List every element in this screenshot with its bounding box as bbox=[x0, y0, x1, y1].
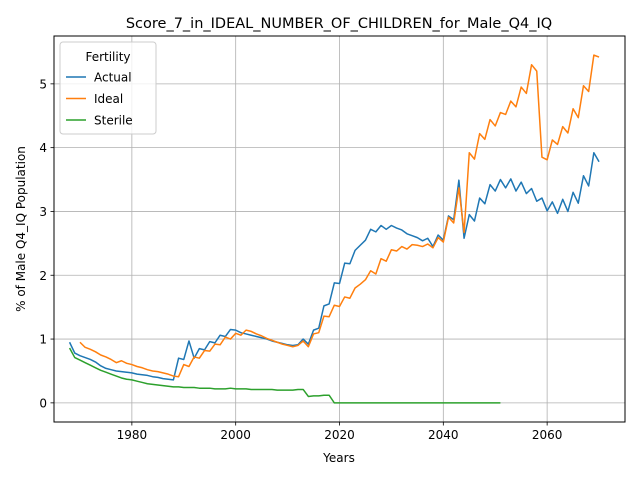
y-tick-label: 4 bbox=[39, 141, 47, 155]
y-tick-label: 3 bbox=[39, 205, 47, 219]
x-axis-ticks: 1980 2000 2020 2040 2060 bbox=[117, 422, 563, 442]
series-line-actual bbox=[68, 152, 600, 381]
y-axis-label: % of Male Q4_IQ Population bbox=[14, 146, 28, 312]
x-tick-label: 2040 bbox=[428, 428, 459, 442]
gridlines bbox=[54, 36, 625, 422]
legend-label-ideal: Ideal bbox=[94, 92, 123, 106]
legend-box bbox=[59, 41, 157, 135]
chart-title: Score_7_in_IDEAL_NUMBER_OF_CHILDREN_for_… bbox=[126, 16, 552, 32]
y-tick-label: 0 bbox=[39, 396, 47, 410]
x-tick-label: 2020 bbox=[324, 428, 355, 442]
y-tick-label: 5 bbox=[39, 77, 47, 91]
y-tick-label: 2 bbox=[39, 269, 47, 283]
y-axis-ticks: 0 1 2 3 4 5 bbox=[39, 77, 54, 410]
x-tick-label: 2000 bbox=[220, 428, 251, 442]
legend: Fertility Actual Ideal Sterile bbox=[59, 41, 157, 135]
legend-label-sterile: Sterile bbox=[94, 114, 133, 128]
x-tick-label: 1980 bbox=[117, 428, 148, 442]
series-line-sterile bbox=[68, 347, 501, 404]
series-line-ideal bbox=[79, 54, 600, 378]
legend-items: Actual Ideal Sterile bbox=[66, 71, 133, 128]
series-lines bbox=[68, 54, 600, 404]
legend-label-actual: Actual bbox=[94, 71, 132, 85]
x-axis-label: Years bbox=[322, 451, 355, 465]
x-tick-label: 2060 bbox=[532, 428, 563, 442]
y-tick-label: 1 bbox=[39, 333, 47, 347]
legend-title: Fertility bbox=[85, 50, 130, 64]
